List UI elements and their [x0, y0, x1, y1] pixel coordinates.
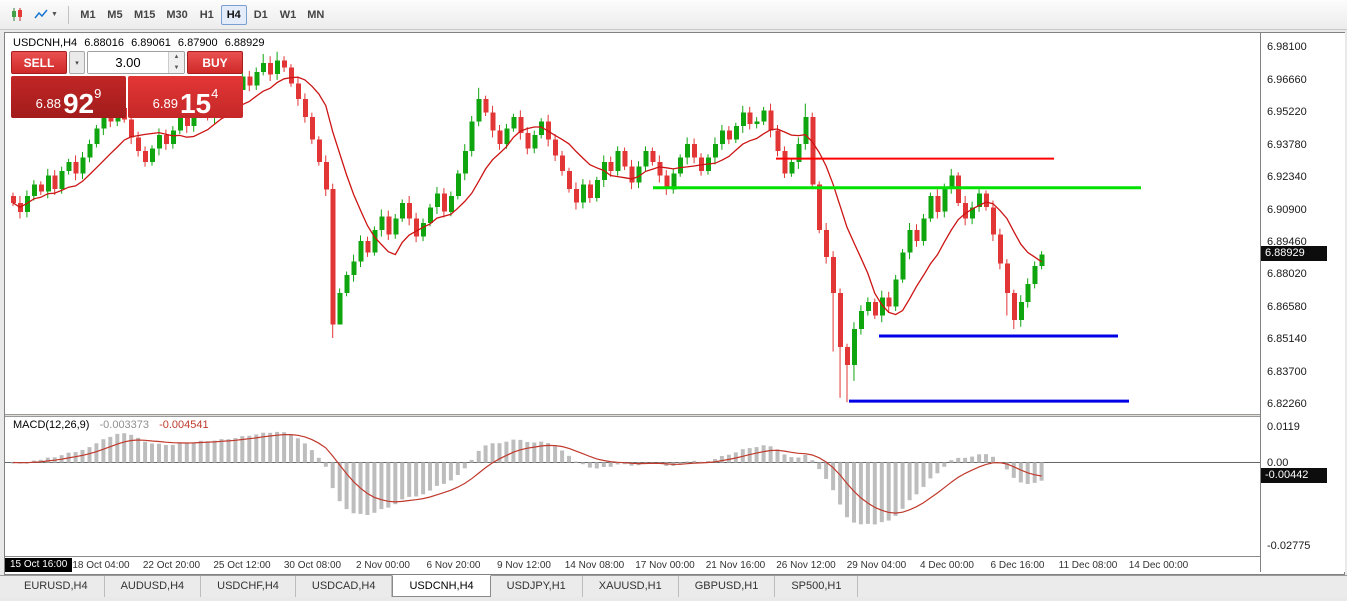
macd-panel[interactable]: MACD(12,26,9) -0.003373 -0.004541 — [5, 417, 1260, 556]
price-axis[interactable]: 6.88929 -0.00442 6.98100 6.96660 6.95220 6.… — [1260, 33, 1345, 572]
bar-high-value: 6.89061 — [131, 37, 171, 49]
top-toolbar: ▼ M1 M5 M15 M30 H1 H4 D1 W1 MN — [0, 0, 1347, 30]
price-axis-label: 6.96660 — [1267, 73, 1307, 86]
price-axis-label: 6.90900 — [1267, 203, 1307, 216]
time-axis-label: 9 Nov 12:00 — [497, 560, 551, 571]
chart-type-button[interactable] — [5, 4, 29, 26]
bid-price-big: 92 — [62, 87, 95, 119]
timeframe-button-m30[interactable]: M30 — [161, 5, 192, 25]
time-axis-label: 4 Dec 00:00 — [920, 560, 974, 571]
price-axis-label: 6.86580 — [1267, 300, 1307, 313]
symbol-tab-bar: EURUSD,H4 AUDUSD,H4 USDCHF,H4 USDCAD,H4 USDC… — [0, 575, 1347, 597]
timeframe-button-w1[interactable]: W1 — [275, 5, 302, 25]
timeframe-button-group: M1 M5 M15 M30 H1 H4 D1 W1 MN — [75, 4, 329, 25]
indicators-button[interactable]: ▼ — [30, 4, 62, 26]
chart-symbol-period: USDCNH,H4 — [13, 37, 78, 49]
symbol-tab-usdchf[interactable]: USDCHF,H4 — [201, 576, 296, 597]
time-axis-label: 30 Oct 08:00 — [283, 560, 342, 571]
time-axis-label: 29 Nov 04:00 — [846, 560, 907, 571]
macd-axis-label: 0.0119 — [1267, 420, 1300, 433]
price-axis-label: 6.98100 — [1267, 41, 1307, 54]
volume-increase-button[interactable]: ▲ — [169, 52, 184, 63]
symbol-tab-xauusd[interactable]: XAUUSD,H1 — [583, 576, 679, 597]
timeframe-button-h4[interactable]: H4 — [220, 4, 247, 25]
bar-low-value: 6.87900 — [177, 37, 218, 49]
volume-stepper: ▲ ▼ — [168, 52, 184, 73]
macd-indicator-label: MACD(12,26,9) -0.003373 -0.004541 — [13, 419, 209, 431]
sell-price-box[interactable]: 6.88 92 9 — [11, 76, 126, 118]
timeframe-button-m15[interactable]: M15 — [129, 5, 160, 25]
price-axis-label: 6.89460 — [1267, 235, 1307, 248]
current-price-badge: 6.88929 — [1261, 245, 1327, 261]
timeframe-button-h1[interactable]: H1 — [194, 5, 220, 25]
macd-current-badge: -0.00442 — [1261, 467, 1327, 483]
symbol-tab-sp500[interactable]: SP500,H1 — [775, 576, 859, 597]
timeframe-button-m5[interactable]: M5 — [102, 5, 128, 25]
price-axis-label: 6.93780 — [1267, 138, 1307, 151]
toolbar-separator — [67, 5, 69, 24]
main-chart-area[interactable]: USDCNH,H4 6.88016 6.89061 6.87900 6.8892… — [5, 33, 1260, 414]
volume-decrease-button[interactable]: ▼ — [169, 62, 184, 73]
selected-time-label: 15 Oct 16:00 — [5, 558, 73, 572]
price-axis-label: 6.92340 — [1267, 171, 1307, 184]
volume-field: ▲ ▼ — [87, 51, 185, 74]
price-axis-label: 6.83700 — [1267, 365, 1307, 378]
moving-average-line[interactable] — [12, 76, 1042, 316]
sell-button[interactable]: SELL — [11, 51, 67, 74]
timeframe-button-m1[interactable]: M1 — [75, 5, 101, 25]
time-axis-label: 6 Nov 20:00 — [426, 560, 481, 571]
time-axis-label: 14 Dec 00:00 — [1128, 560, 1189, 571]
timeframe-button-d1[interactable]: D1 — [248, 5, 274, 25]
time-axis-label: 25 Oct 12:00 — [213, 560, 271, 571]
time-axis-label: 21 Nov 16:00 — [705, 560, 766, 571]
time-axis-label: 26 Nov 12:00 — [776, 560, 836, 571]
symbol-tab-usdcnh[interactable]: USDCNH,H4 — [392, 575, 491, 597]
ask-price-big: 15 — [179, 87, 212, 119]
indicator-line-icon — [34, 9, 48, 19]
chart-window: USDCNH,H4 6.88016 6.89061 6.87900 6.8892… — [4, 32, 1345, 575]
macd-signal-value: -0.004541 — [159, 419, 209, 431]
symbol-tab-usdjpy[interactable]: USDJPY,H1 — [491, 576, 583, 597]
bar-close-value: 6.88929 — [224, 37, 265, 49]
symbol-tab-gbpusd[interactable]: GBPUSD,H1 — [679, 576, 776, 597]
candlestick-chart-icon — [11, 8, 22, 21]
buy-button[interactable]: BUY — [187, 51, 243, 74]
timeframe-button-mn[interactable]: MN — [302, 5, 329, 25]
price-chart-canvas[interactable] — [5, 33, 1260, 414]
one-click-trading-widget: SELL ▾ ▲ ▼ BUY 6.88 92 9 6.8 — [11, 51, 243, 118]
symbol-tab-usdcad[interactable]: USDCAD,H4 — [296, 576, 393, 597]
bid-price-prefix: 6.88 — [35, 96, 61, 111]
time-axis[interactable]: 15 Oct 16:00 18 Oct 04:00 22 Oct 20:00 25 O… — [5, 556, 1260, 573]
macd-axis-label: 0.00 — [1267, 456, 1289, 469]
time-axis-label: 18 Oct 04:00 — [72, 560, 130, 571]
ask-price-pipette: 4 — [211, 86, 219, 101]
order-type-dropdown[interactable]: ▾ — [69, 51, 85, 74]
time-axis-label: 6 Dec 16:00 — [990, 560, 1045, 571]
price-axis-label: 6.82260 — [1267, 398, 1307, 411]
ask-price-prefix: 6.89 — [152, 96, 178, 111]
macd-axis-label: -0.02775 — [1267, 539, 1311, 552]
time-axis-label: 22 Oct 20:00 — [142, 560, 201, 571]
ohlc-header: USDCNH,H4 6.88016 6.89061 6.87900 6.8892… — [13, 37, 269, 49]
price-axis-label: 6.95220 — [1267, 106, 1307, 119]
time-axis-label: 17 Nov 00:00 — [635, 560, 695, 571]
volume-input[interactable] — [88, 52, 168, 73]
symbol-tab-eurusd[interactable]: EURUSD,H4 — [8, 576, 105, 597]
price-axis-label: 6.88020 — [1267, 268, 1307, 281]
macd-signal-line — [12, 434, 1042, 514]
price-axis-label: 6.85140 — [1267, 333, 1307, 346]
time-axis-label: 2 Nov 00:00 — [356, 560, 410, 571]
macd-main-value: -0.003373 — [99, 419, 150, 431]
bid-price-pipette: 9 — [94, 86, 102, 101]
macd-chart-canvas[interactable] — [5, 417, 1260, 556]
time-axis-label: 11 Dec 08:00 — [1058, 560, 1118, 571]
macd-name: MACD(12,26,9) — [13, 419, 90, 431]
symbol-tab-audusd[interactable]: AUDUSD,H4 — [105, 576, 202, 597]
panel-splitter[interactable] — [5, 414, 1344, 417]
chevron-down-icon: ▼ — [51, 11, 58, 18]
time-axis-label: 14 Nov 08:00 — [564, 560, 625, 571]
bar-open-value: 6.88016 — [84, 37, 125, 49]
chevron-down-icon: ▾ — [75, 59, 79, 67]
buy-price-box[interactable]: 6.89 15 4 — [128, 76, 243, 118]
